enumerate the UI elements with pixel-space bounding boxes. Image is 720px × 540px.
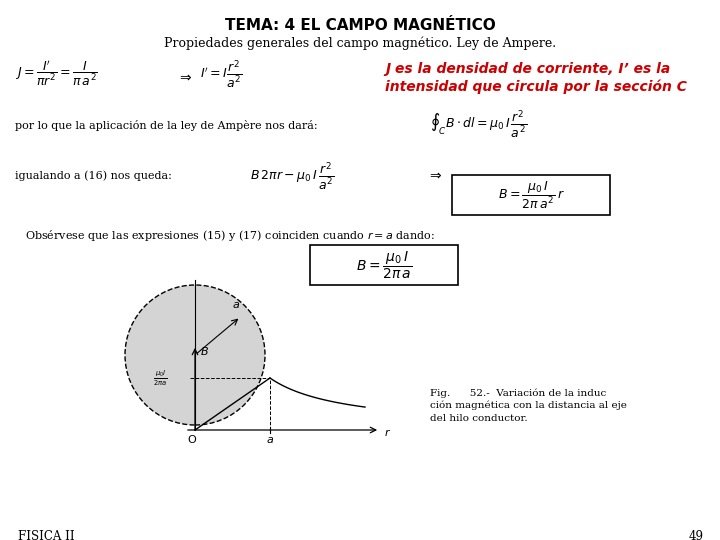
Text: a: a <box>266 435 274 445</box>
Text: $B = \dfrac{\mu_0\, I}{2\pi\, a}$: $B = \dfrac{\mu_0\, I}{2\pi\, a}$ <box>356 249 413 281</box>
Text: $I^{\prime} = I\dfrac{r^2}{a^2}$: $I^{\prime} = I\dfrac{r^2}{a^2}$ <box>200 58 243 90</box>
Ellipse shape <box>125 285 265 425</box>
Text: r: r <box>385 428 390 438</box>
Text: O: O <box>188 435 197 445</box>
Text: por lo que la aplicación de la ley de Ampère nos dará:: por lo que la aplicación de la ley de Am… <box>15 120 318 131</box>
Text: $B\, 2\pi r - \mu_0\, I\,\dfrac{r^2}{a^2}$: $B\, 2\pi r - \mu_0\, I\,\dfrac{r^2}{a^2… <box>250 160 334 192</box>
Text: $\frac{\mu_0 I}{2\pi a}$: $\frac{\mu_0 I}{2\pi a}$ <box>153 368 167 388</box>
Text: ción magnética con la distancia al eje: ción magnética con la distancia al eje <box>430 401 627 410</box>
Text: intensidad que circula por la sección C: intensidad que circula por la sección C <box>385 80 687 94</box>
Text: Propiedades generales del campo magnético. Ley de Ampere.: Propiedades generales del campo magnétic… <box>164 36 556 50</box>
Text: $J = \dfrac{I^{\prime}}{\pi r^2} = \dfrac{I}{\pi\, a^2}$: $J = \dfrac{I^{\prime}}{\pi r^2} = \dfra… <box>15 58 98 87</box>
Text: igualando a (16) nos queda:: igualando a (16) nos queda: <box>15 170 172 180</box>
Text: $B = \dfrac{\mu_0\, I}{2\pi\, a^2}\, r$: $B = \dfrac{\mu_0\, I}{2\pi\, a^2}\, r$ <box>498 179 564 211</box>
Text: $\oint_C B \cdot dl = \mu_0\, I\,\dfrac{r^2}{a^2}$: $\oint_C B \cdot dl = \mu_0\, I\,\dfrac{… <box>430 108 527 140</box>
Bar <box>310 245 458 285</box>
Text: J es la densidad de corriente, I’ es la: J es la densidad de corriente, I’ es la <box>385 62 670 76</box>
Text: 49: 49 <box>689 530 704 540</box>
Text: $\Rightarrow$: $\Rightarrow$ <box>427 168 443 182</box>
Text: FISICA II: FISICA II <box>18 530 75 540</box>
Text: Fig.      52.-  Variación de la induc: Fig. 52.- Variación de la induc <box>430 388 606 397</box>
Text: $\Rightarrow$: $\Rightarrow$ <box>177 70 193 84</box>
Bar <box>452 175 610 215</box>
Text: del hilo conductor.: del hilo conductor. <box>430 414 528 423</box>
Text: B: B <box>201 347 209 357</box>
Text: Obsérvese que las expresiones (15) y (17) coinciden cuando $r = a$ dando:: Obsérvese que las expresiones (15) y (17… <box>25 228 435 243</box>
Text: a: a <box>232 300 239 310</box>
Text: TEMA: 4 EL CAMPO MAGNÉTICO: TEMA: 4 EL CAMPO MAGNÉTICO <box>225 18 495 33</box>
